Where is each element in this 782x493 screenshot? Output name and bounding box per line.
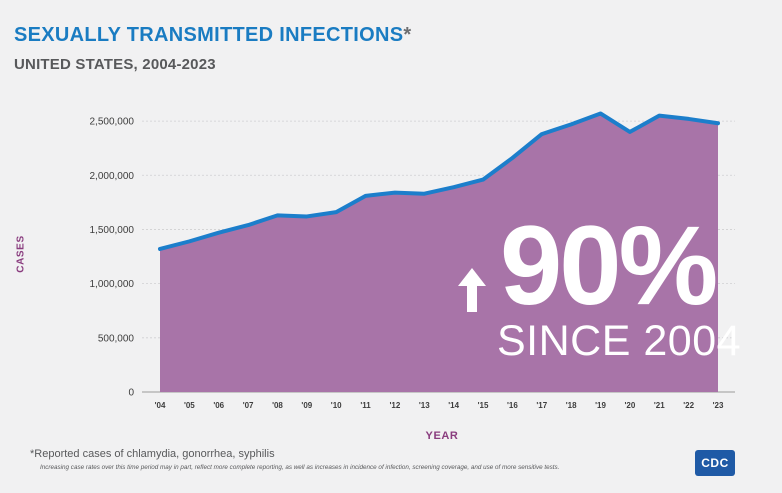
footnote-disclaimer: Increasing case rates over this time per… bbox=[40, 464, 560, 471]
data-point bbox=[510, 156, 515, 160]
chart-title-text: SEXUALLY TRANSMITTED INFECTIONS bbox=[14, 24, 404, 46]
data-point bbox=[422, 192, 426, 196]
x-tick-label: '21 bbox=[654, 401, 665, 410]
x-tick-label: '20 bbox=[624, 401, 635, 410]
data-point bbox=[540, 132, 544, 136]
y-axis-label: CASES bbox=[15, 235, 27, 273]
data-point bbox=[452, 185, 456, 189]
data-point bbox=[334, 210, 338, 214]
x-tick-label: '15 bbox=[478, 401, 489, 410]
cases-line bbox=[158, 111, 720, 251]
x-tick-label: '10 bbox=[331, 401, 342, 410]
chart-subtitle: UNITED STATES, 2004-2023 bbox=[14, 56, 216, 73]
y-tick-label: 0 bbox=[128, 388, 134, 399]
y-tick-label: 2,000,000 bbox=[90, 171, 135, 182]
data-point bbox=[275, 213, 280, 217]
data-point bbox=[481, 178, 485, 182]
callout-percent: 90% bbox=[500, 203, 718, 328]
data-point bbox=[628, 130, 632, 134]
x-tick-label: '12 bbox=[390, 401, 401, 410]
x-tick-label: '08 bbox=[272, 401, 283, 410]
x-tick-label: '22 bbox=[683, 401, 694, 410]
x-tick-label: '23 bbox=[713, 401, 724, 410]
data-point bbox=[246, 223, 250, 227]
data-point bbox=[217, 231, 221, 235]
y-tick-label: 1,500,000 bbox=[90, 225, 135, 236]
up-arrow-icon bbox=[458, 268, 486, 312]
chart-title: SEXUALLY TRANSMITTED INFECTIONS* bbox=[14, 24, 411, 47]
area-chart: 0 500,000 1,000,000 1,500,000 2,000,000 2,500… bbox=[90, 111, 735, 410]
y-tick-label: 500,000 bbox=[98, 333, 135, 344]
x-tick-label: '18 bbox=[566, 401, 577, 410]
x-tick-label: '05 bbox=[184, 401, 195, 410]
chart-area: 0 500,000 1,000,000 1,500,000 2,000,000 2,500… bbox=[10, 86, 772, 449]
y-tick-label: 1,000,000 bbox=[90, 279, 135, 290]
x-tick-label: '19 bbox=[595, 401, 606, 410]
y-tick-label: 2,500,000 bbox=[90, 117, 135, 128]
x-tick-label: '11 bbox=[360, 401, 371, 410]
data-point bbox=[687, 117, 691, 121]
footnote: *Reported cases of chlamydia, gonorrhea,… bbox=[30, 448, 275, 460]
data-point bbox=[305, 214, 309, 219]
data-point bbox=[158, 247, 162, 251]
x-tick-label: '06 bbox=[213, 401, 224, 410]
x-tick-label: '13 bbox=[419, 401, 430, 410]
title-footnote-marker: * bbox=[403, 24, 412, 46]
data-point bbox=[393, 191, 397, 195]
x-axis-label: YEAR bbox=[425, 430, 459, 442]
x-tick-label: '14 bbox=[448, 401, 459, 410]
x-tick-label: '09 bbox=[301, 401, 312, 410]
x-tick-label: '16 bbox=[507, 401, 518, 410]
data-point bbox=[187, 239, 191, 243]
x-tick-label: '07 bbox=[243, 401, 254, 410]
data-point bbox=[598, 111, 603, 116]
data-point bbox=[657, 114, 661, 118]
data-point bbox=[716, 121, 720, 125]
x-tick-label: '17 bbox=[536, 401, 547, 410]
x-tick-label: '04 bbox=[155, 401, 166, 410]
data-point bbox=[363, 194, 368, 198]
cdc-logo: CDC bbox=[695, 450, 735, 476]
cases-area bbox=[160, 113, 718, 392]
callout-since: SINCE 2004 bbox=[497, 317, 742, 365]
data-point bbox=[569, 122, 573, 126]
